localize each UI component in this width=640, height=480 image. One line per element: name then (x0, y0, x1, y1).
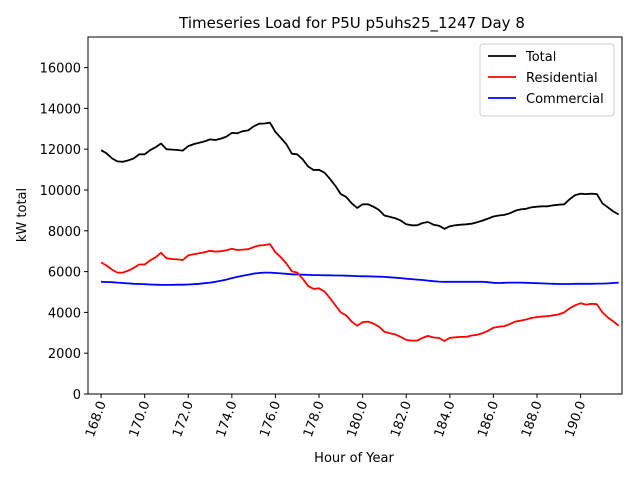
y-tick-label: 12000 (40, 143, 81, 158)
series-lines (100, 121, 620, 342)
plot-frame (87, 36, 623, 395)
y-tick-label: 8000 (48, 225, 81, 240)
y-tick-label: 2000 (48, 347, 81, 362)
y-tick-label: 0 (73, 388, 81, 403)
legend: Total Residential Commercial (479, 43, 615, 117)
series-line-total (100, 121, 620, 230)
legend-label: Total (525, 50, 556, 65)
series-line-commercial (101, 271, 619, 286)
y-tick-label: 16000 (40, 62, 81, 77)
y-tick-label: 6000 (48, 266, 81, 281)
y-tick-label: 10000 (40, 184, 81, 199)
series-line-residential (100, 243, 620, 342)
y-tick-label: 4000 (48, 306, 81, 321)
plot-area (87, 36, 623, 395)
legend-label: Commercial (526, 92, 604, 107)
chart-title: Timeseries Load for P5U p5uhs25_1247 Day… (178, 14, 525, 33)
y-axis-title: kW total (15, 188, 30, 242)
y-tick-label: 14000 (40, 102, 81, 117)
legend-label: Residential (526, 71, 598, 86)
x-axis-title: Hour of Year (314, 451, 394, 466)
y-axis: 0 2000 4000 6000 8000 10000 12000 14000 16000 (40, 62, 88, 403)
